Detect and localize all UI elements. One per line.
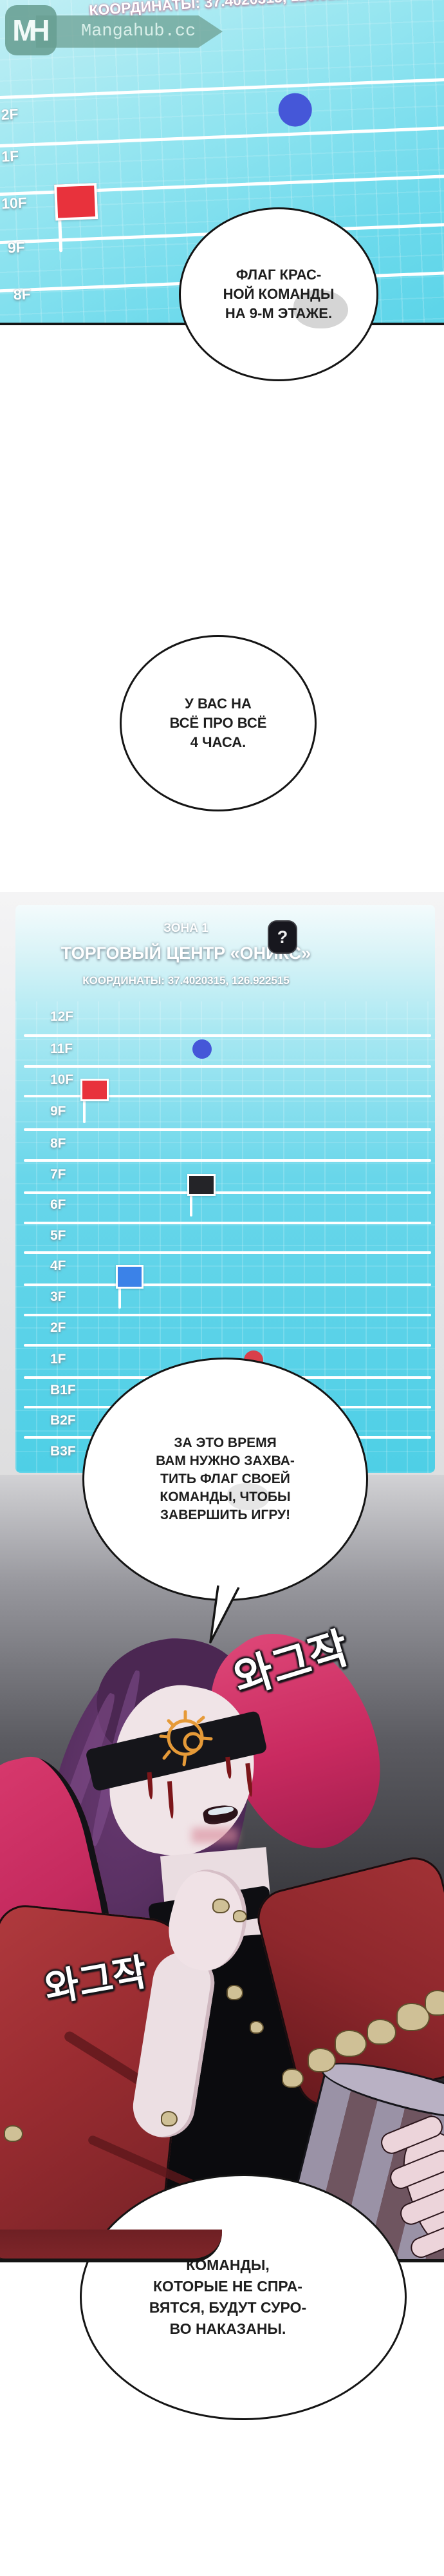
floor-label: 10F xyxy=(50,1072,74,1087)
bubble-line: ВО НАКАЗАНЫ. xyxy=(169,2320,286,2337)
red-flag-marker xyxy=(54,183,98,221)
blue-flag-marker xyxy=(116,1265,143,1289)
popcorn-cluster xyxy=(282,2069,304,2088)
popcorn-cluster xyxy=(308,2048,336,2072)
bubble-line: У ВАС НА xyxy=(185,696,252,712)
help-icon[interactable]: ? xyxy=(268,920,297,954)
red-flag-pole xyxy=(83,1100,86,1123)
zone-label: ЗОНА 1 xyxy=(163,922,208,935)
blue-team-dot xyxy=(277,92,313,128)
floor-label: 2F xyxy=(1,105,19,123)
popcorn-cluster xyxy=(425,1990,444,2016)
floor-divider xyxy=(24,1191,431,1194)
gray-watermark-blob xyxy=(227,1483,270,1510)
floor-label: 2F xyxy=(50,1320,66,1335)
jacket-overhang xyxy=(0,2230,222,2262)
black-flag-marker xyxy=(187,1174,216,1196)
popcorn-piece xyxy=(212,1899,230,1913)
floor-label: B3F xyxy=(50,1444,76,1459)
floor-label: 4F xyxy=(50,1258,66,1273)
speech-bubble-time-limit: У ВАС НА ВСЁ ПРО ВСЁ 4 ЧАСА. xyxy=(120,635,317,811)
coordinates-label: КООРДИНАТЫ: 37.4020315, 126.922515 xyxy=(82,974,290,987)
black-flag-pole xyxy=(190,1195,192,1217)
floor-divider xyxy=(24,1128,431,1131)
bubble-line: НОЙ КОМАНДЫ xyxy=(223,286,335,302)
popcorn-cluster xyxy=(335,2030,367,2057)
floor-label: 6F xyxy=(50,1197,66,1212)
watermark-logo[interactable]: MH xyxy=(5,5,57,55)
popcorn-piece xyxy=(4,2125,23,2142)
popcorn-piece xyxy=(227,1985,243,2000)
floor-label: 3F xyxy=(50,1289,66,1304)
floor-label: 1F xyxy=(1,147,19,165)
floor-label: 11F xyxy=(50,1041,73,1056)
blue-team-dot xyxy=(192,1039,212,1059)
popcorn-piece xyxy=(250,2021,264,2034)
floor-divider xyxy=(0,125,444,149)
floor-divider xyxy=(24,1222,431,1224)
teeth xyxy=(207,1805,234,1816)
floor-divider xyxy=(24,1034,431,1037)
bubble-line: ВАМ НУЖНО ЗАХВА- xyxy=(156,1454,295,1468)
floor-label: 8F xyxy=(13,285,32,303)
bubble-line: ВЯТСЯ, БУДУТ СУРО- xyxy=(149,2299,307,2316)
bubble-line: ТИТЬ ФЛАГ СВОЕЙ xyxy=(160,1472,290,1486)
floor-label: B1F xyxy=(50,1383,76,1397)
popcorn-cluster xyxy=(367,2019,396,2045)
watermark-site-label: Mangahub.cc xyxy=(81,22,196,41)
watermark-logo-text: MH xyxy=(12,14,50,47)
popcorn-piece xyxy=(161,2111,178,2126)
speech-bubble-capture-flag: ЗА ЭТО ВРЕМЯ ВАМ НУЖНО ЗАХВА- ТИТЬ ФЛАГ … xyxy=(82,1358,368,1601)
blush xyxy=(192,1828,238,1843)
floor-label: 9F xyxy=(7,238,26,256)
red-flag-marker xyxy=(80,1079,109,1101)
floor-divider xyxy=(0,77,444,100)
watermark-banner[interactable]: Mangahub.cc xyxy=(36,15,223,48)
popcorn-piece xyxy=(233,1910,247,1922)
bubble-line: ЗАВЕРШИТЬ ИГРУ! xyxy=(160,1508,291,1522)
bubble-line: НА 9-М ЭТАЖЕ. xyxy=(225,305,333,321)
floor-divider xyxy=(24,1283,431,1286)
bubble-line: 4 ЧАСА. xyxy=(190,734,246,750)
floor-divider xyxy=(24,1065,431,1068)
floor-divider xyxy=(24,1095,431,1097)
bubble-line: ВСЁ ПРО ВСЁ xyxy=(169,715,267,731)
floor-label: 8F xyxy=(50,1136,66,1151)
floor-label: 1F xyxy=(50,1352,66,1367)
floor-divider xyxy=(24,1314,431,1316)
speech-bubble-flag-location: ФЛАГ КРАС- НОЙ КОМАНДЫ НА 9-М ЭТАЖЕ. xyxy=(179,207,378,381)
floor-label: 9F xyxy=(50,1104,66,1119)
popcorn-cluster xyxy=(396,2003,430,2031)
gray-watermark-blob xyxy=(293,290,348,328)
floor-divider xyxy=(24,1159,431,1162)
floor-divider xyxy=(24,1251,431,1254)
bubble-line: ЗА ЭТО ВРЕМЯ xyxy=(174,1435,277,1450)
bubble-line: КОМАНДЫ, ЧТОБЫ xyxy=(160,1490,291,1504)
floor-label: 5F xyxy=(50,1228,66,1243)
map-title: ТОРГОВЫЙ ЦЕНТР «ОНИКС» xyxy=(60,943,311,963)
floor-label: 7F xyxy=(50,1167,66,1182)
floor-label: B2F xyxy=(50,1413,76,1428)
bubble-line: КОТОРЫЕ НЕ СПРА- xyxy=(153,2278,302,2295)
speech-bubble-punishment: КОМАНДЫ, КОТОРЫЕ НЕ СПРА- ВЯТСЯ, БУДУТ С… xyxy=(80,2174,407,2420)
red-flag-pole xyxy=(58,218,63,252)
blue-flag-pole xyxy=(118,1287,121,1309)
floor-label: 10F xyxy=(1,194,28,212)
floor-label: 12F xyxy=(50,1009,74,1024)
question-mark: ? xyxy=(277,927,288,947)
bubble-line: ФЛАГ КРАС- xyxy=(236,267,322,283)
floor-divider xyxy=(24,1344,431,1347)
